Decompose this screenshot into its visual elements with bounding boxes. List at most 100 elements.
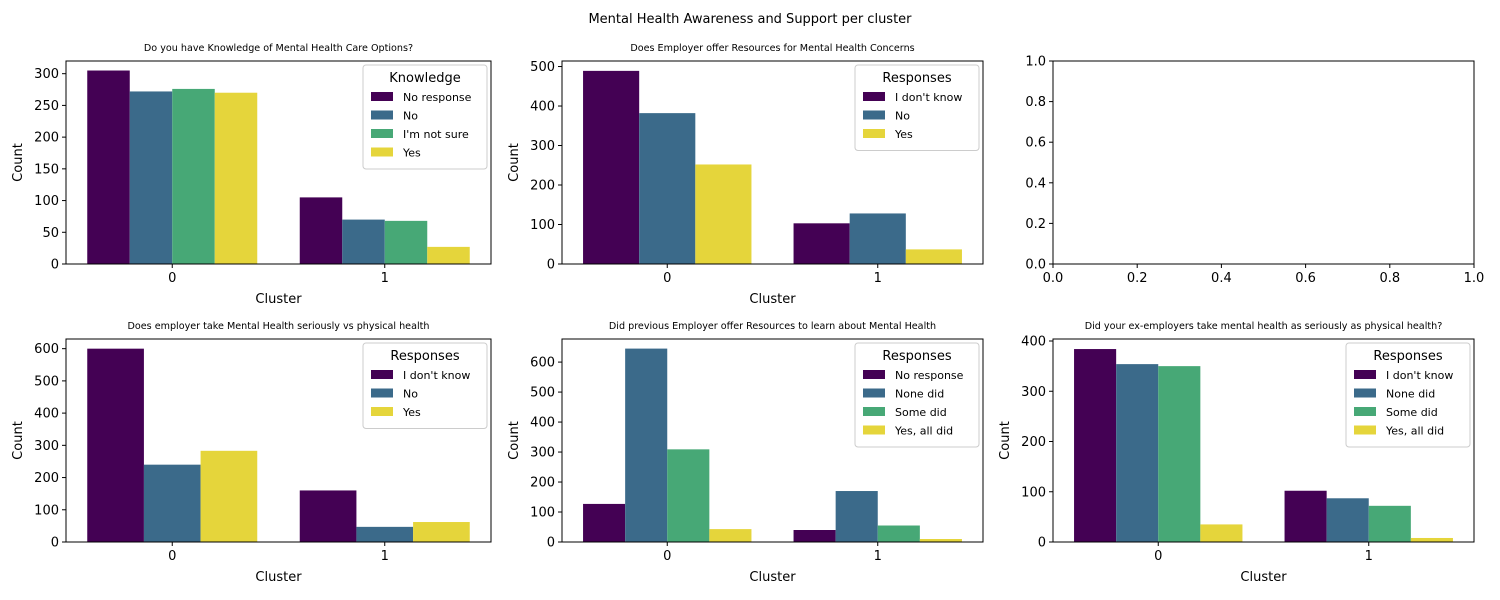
y-tick-label: 200 — [530, 179, 555, 194]
x-axis-label: Cluster — [255, 292, 302, 307]
figure-title: Mental Health Awareness and Support per … — [588, 12, 912, 27]
legend-entry: None did — [895, 388, 944, 401]
legend-entry: No response — [895, 369, 964, 382]
legend-entry: I don't know — [1386, 369, 1453, 382]
legend-entry: No — [403, 388, 418, 401]
bar — [695, 164, 752, 264]
y-axis-label: Count — [11, 143, 26, 182]
bar — [1158, 366, 1201, 542]
legend-swatch — [371, 92, 393, 101]
subplot-title: Do you have Knowledge of Mental Health C… — [144, 43, 413, 54]
y-tick-label: 500 — [530, 60, 555, 75]
x-axis-label: Cluster — [749, 292, 796, 307]
x-tick-label: 0 — [1154, 549, 1162, 564]
legend-box — [362, 64, 488, 170]
y-tick-label: 400 — [34, 407, 59, 422]
y-tick-label: 100 — [1021, 485, 1046, 500]
subplot-2: Does Employer offer Resources for Mental… — [507, 43, 984, 307]
legend-entry: Yes, all did — [1385, 425, 1444, 438]
y-tick-label: 400 — [530, 416, 555, 431]
legend-swatch — [863, 92, 885, 101]
y-tick-label: 1.0 — [1025, 55, 1046, 70]
y-tick-label: 400 — [530, 100, 555, 115]
bar — [356, 526, 414, 542]
y-tick-label: 200 — [1021, 435, 1046, 450]
bar — [87, 348, 144, 542]
bar — [639, 113, 696, 264]
bar — [793, 530, 836, 542]
bar — [583, 503, 626, 542]
bar — [1284, 490, 1327, 542]
x-tick-label: 0.0 — [1043, 271, 1064, 286]
x-tick-label: 0.6 — [1295, 271, 1316, 286]
bar — [1326, 498, 1369, 542]
y-tick-label: 100 — [34, 503, 59, 518]
legend-entry: No response — [403, 91, 472, 104]
bar — [342, 219, 385, 264]
bar — [1074, 349, 1117, 542]
legend-entry: No — [403, 110, 418, 123]
legend: Responses No response None did Some did Yes,… — [854, 342, 980, 448]
legend-entry: No — [895, 110, 910, 123]
y-tick-label: 500 — [34, 374, 59, 389]
y-tick-label: 250 — [34, 99, 59, 114]
x-axis-label: Cluster — [1240, 570, 1287, 585]
x-tick-label: 0 — [663, 549, 671, 564]
legend-box — [854, 64, 980, 151]
legend-title: Responses — [882, 71, 951, 86]
bar — [625, 348, 668, 542]
y-tick-label: 0.8 — [1025, 95, 1046, 110]
legend-title: Responses — [882, 349, 951, 364]
bar — [905, 249, 962, 264]
x-tick-label: 0.2 — [1127, 271, 1148, 286]
legend-swatch — [1354, 425, 1376, 435]
bar — [667, 449, 710, 542]
legend: Responses I don't know None did Some did Yes… — [1345, 342, 1471, 448]
y-tick-label: 0 — [547, 258, 555, 273]
y-tick-label: 0.2 — [1025, 217, 1046, 232]
x-axis-label: Cluster — [749, 570, 796, 585]
bar — [87, 70, 130, 264]
legend-swatch — [371, 388, 393, 398]
y-tick-label: 300 — [530, 446, 555, 461]
legend-swatch — [371, 407, 393, 416]
axes-frame — [1052, 338, 1475, 543]
legend: Responses I don't know No Yes — [854, 64, 980, 151]
legend-box — [1345, 342, 1471, 448]
bar — [877, 525, 920, 542]
x-tick-label: 1 — [874, 549, 882, 564]
legend-swatch — [371, 110, 393, 120]
legend-swatch — [863, 407, 885, 416]
x-tick-label: 0 — [168, 549, 176, 564]
bar — [427, 246, 470, 264]
legend-title: Knowledge — [389, 71, 460, 86]
y-tick-label: 600 — [34, 342, 59, 357]
bar — [835, 491, 878, 542]
x-tick-label: 1 — [381, 549, 389, 564]
axes-frame — [65, 60, 492, 265]
legend-swatch — [863, 110, 885, 120]
bar — [299, 490, 357, 542]
legend-swatch — [371, 370, 393, 379]
legend-entry: I don't know — [403, 369, 470, 382]
x-tick-label: 1.0 — [1464, 271, 1485, 286]
y-tick-label: 0 — [51, 258, 59, 273]
legend-entry: Yes — [402, 147, 421, 160]
subplot-1: Do you have Knowledge of Mental Health C… — [11, 43, 492, 307]
legend-box — [362, 342, 488, 429]
y-tick-label: 300 — [34, 439, 59, 454]
legend-entry: Yes, all did — [894, 425, 953, 438]
bar — [849, 213, 906, 264]
y-tick-label: 300 — [1021, 385, 1046, 400]
legend: Knowledge No response No I'm not sure Yes — [362, 64, 488, 170]
bar — [384, 220, 428, 264]
y-tick-label: 0.6 — [1025, 136, 1046, 151]
bar — [1410, 537, 1453, 542]
legend-title: Responses — [1373, 349, 1442, 364]
x-tick-label: 0 — [168, 271, 176, 286]
y-tick-label: 0 — [547, 536, 555, 551]
y-tick-label: 100 — [34, 194, 59, 209]
legend-entry: Some did — [1386, 406, 1438, 419]
axes-frame — [1052, 60, 1475, 265]
